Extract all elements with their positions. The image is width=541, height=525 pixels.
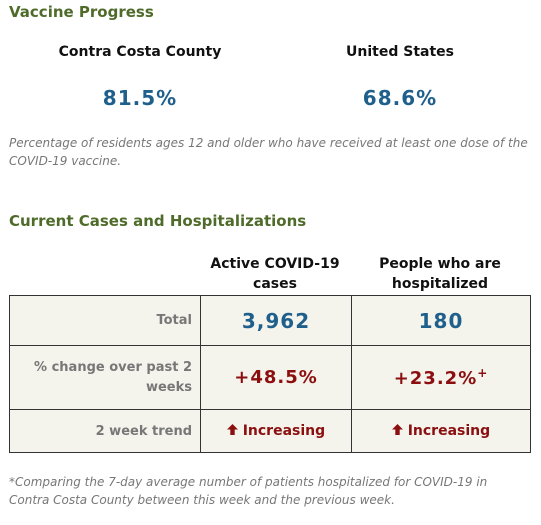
row-label: % change over past 2 weeks xyxy=(9,345,201,410)
region-name: Contra Costa County xyxy=(58,44,222,60)
footnote: *Comparing the 7-day average number of p… xyxy=(9,475,488,507)
cell: 3,962 xyxy=(200,295,352,346)
cell: Increasing xyxy=(242,423,326,439)
section-title: Vaccine Progress xyxy=(9,3,154,21)
cell-wrap: Increasing xyxy=(351,409,531,453)
cell: +23.2% xyxy=(393,368,478,389)
cell-wrap: Increasing xyxy=(200,409,352,453)
region-name: United States xyxy=(346,44,454,60)
footnote-marker: + xyxy=(477,366,489,380)
up-arrow xyxy=(391,424,403,435)
up-arrow xyxy=(226,424,238,435)
cell: +48.5% xyxy=(200,345,352,410)
row-label: 2 week trend xyxy=(9,409,201,453)
region-value: 81.5% xyxy=(102,86,178,110)
section-title: Current Cases and Hospitalizations xyxy=(9,212,307,230)
cases-table: Total 3,962 180 % change over past 2 wee… xyxy=(9,295,531,453)
region-value: 68.6% xyxy=(362,86,438,110)
cell: Increasing xyxy=(407,423,491,439)
column-header: People who are hospitalized xyxy=(379,256,501,292)
cell: 180 xyxy=(351,295,531,346)
note: Percentage of residents ages 12 and olde… xyxy=(9,136,528,168)
cell-wrap: +23.2%+ xyxy=(351,345,531,410)
row-label: Total xyxy=(9,295,201,346)
column-header: Active COVID-19 cases xyxy=(210,256,340,292)
